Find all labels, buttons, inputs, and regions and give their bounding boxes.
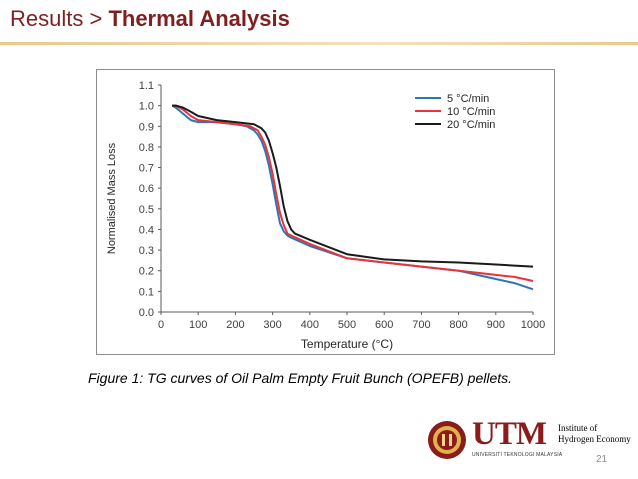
institute-name: Institute of Hydrogen Economy bbox=[558, 423, 631, 445]
x-tick-label: 700 bbox=[412, 319, 430, 331]
y-tick-label: 0.7 bbox=[139, 163, 154, 175]
legend-label-2: 10 °C/min bbox=[447, 106, 495, 118]
x-tick-label: 1000 bbox=[521, 319, 545, 331]
institute-line-1: Institute of bbox=[558, 423, 598, 433]
x-tick-label: 800 bbox=[449, 319, 467, 331]
title-divider bbox=[0, 42, 638, 45]
utm-logo-subtitle: UNIVERSITI TEKNOLOGI MALAYSIA bbox=[472, 452, 563, 458]
y-tick-label: 0.5 bbox=[139, 204, 154, 216]
utm-seal-icon bbox=[428, 421, 466, 459]
tg-chart: 0 100 200 300 400 500 600 700 800 900 1000 0.0 0.1 0.… bbox=[106, 80, 545, 351]
y-tick-label: 0.9 bbox=[139, 121, 154, 133]
title-main: Thermal Analysis bbox=[108, 6, 290, 31]
series-line-3 bbox=[172, 104, 534, 268]
x-tick-label: 600 bbox=[375, 319, 393, 331]
y-tick-label: 1.1 bbox=[139, 80, 154, 92]
utm-logo-text: UTM bbox=[472, 416, 547, 452]
page-number: 21 bbox=[596, 454, 608, 465]
slide-title: Results > Thermal Analysis bbox=[10, 6, 290, 32]
title-prefix: Results > bbox=[10, 6, 109, 31]
y-tick-label: 0.6 bbox=[139, 183, 154, 195]
x-tick-label: 900 bbox=[487, 319, 505, 331]
y-tick-label: 0.4 bbox=[139, 224, 154, 236]
x-tick-label: 500 bbox=[338, 319, 356, 331]
y-tick-label: 0.3 bbox=[139, 245, 154, 257]
y-axis-label: Normalised Mass Loss bbox=[106, 142, 118, 254]
institute-line-2: Hydrogen Economy bbox=[558, 434, 631, 444]
figure-caption: Figure 1: TG curves of Oil Palm Empty Fr… bbox=[88, 370, 513, 386]
legend-label-1: 5 °C/min bbox=[447, 93, 489, 105]
x-tick-label: 300 bbox=[263, 319, 281, 331]
series-line-1 bbox=[171, 104, 534, 291]
y-tick-label: 0.2 bbox=[139, 266, 154, 278]
y-tick-label: 0.0 bbox=[139, 307, 154, 319]
x-tick-label: 200 bbox=[226, 319, 244, 331]
legend-label-3: 20 °C/min bbox=[447, 119, 495, 131]
y-tick-label: 0.8 bbox=[139, 142, 154, 154]
x-tick-label: 100 bbox=[189, 319, 207, 331]
chart-frame: 0 100 200 300 400 500 600 700 800 900 1000 0.0 0.1 0.… bbox=[96, 69, 555, 355]
x-axis-label: Temperature (°C) bbox=[301, 337, 393, 351]
y-tick-label: 0.1 bbox=[139, 286, 154, 298]
x-tick-label: 400 bbox=[301, 319, 319, 331]
y-tick-label: 1.0 bbox=[139, 101, 154, 113]
series-line-2 bbox=[172, 104, 534, 282]
x-tick-label: 0 bbox=[158, 319, 164, 331]
